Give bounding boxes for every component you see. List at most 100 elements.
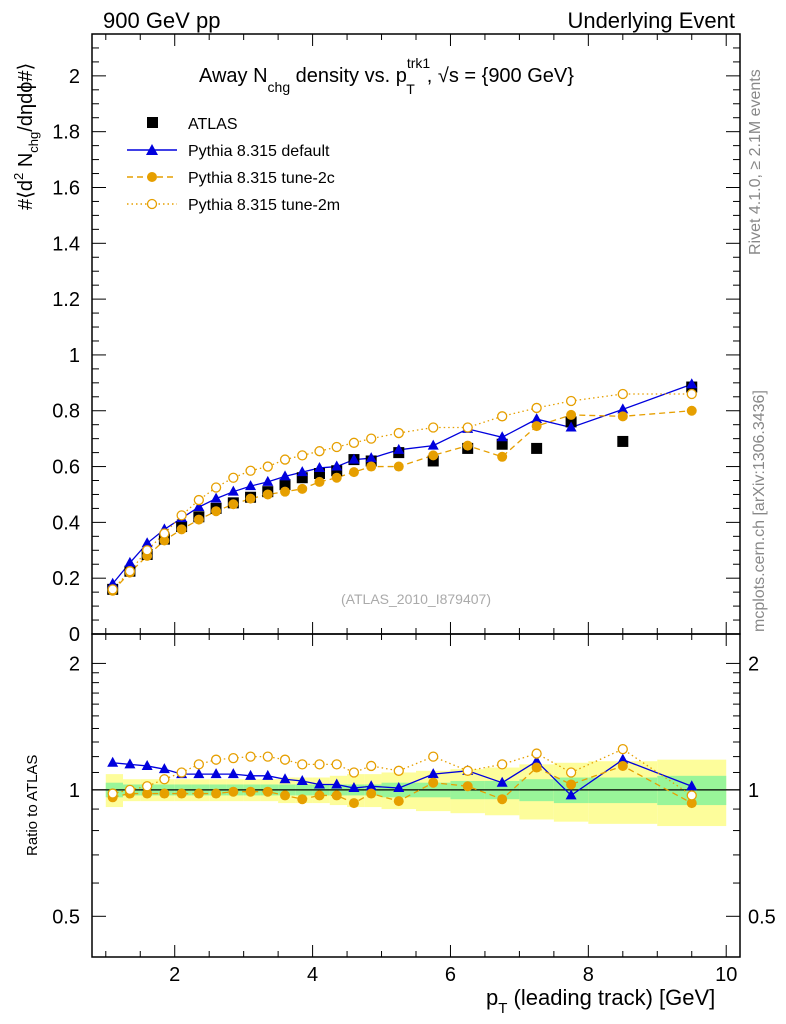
mcplots-label: mcplots.cern.ch [arXiv:1306.3436] [751,390,768,632]
ratio-point-default [296,774,308,785]
ratio-point-tune-2c [686,798,697,809]
point-tune-2m [531,402,542,414]
title-part-2-sub: T [406,81,415,97]
ratio-point-default [393,782,405,793]
x-axis-label: pT (leading track) [GeV] [486,985,715,1017]
point-default [531,413,543,424]
ratio-point-tune-2c [393,796,404,807]
ratio-point-default [686,780,698,791]
rivet-label: Rivet 4.1.0, ≥ 2.1M events [747,69,764,255]
x-tick-label: 4 [307,964,318,986]
point-tune-2m [565,395,577,407]
ratio-point-default [124,758,136,769]
ratio-point-tune-2c [297,794,308,805]
ratio-point-tune-2c [566,779,577,790]
ratio-point-tune-2m [428,751,439,762]
point-default [313,461,325,472]
atlas-data-point [313,468,325,480]
ratio-point-tune-2c [497,794,508,805]
point-default [365,452,377,463]
ratio-point-tune-2m [159,774,170,785]
point-tune-2m [141,545,153,556]
point-tune-2c [280,486,291,497]
ratio-point-tune-2c [314,790,325,801]
y-axis-label: #⟨d2 Nchg/dηdϕ#⟩ [11,63,41,210]
legend-marker-default [146,144,158,155]
ratio-point-tune-2m [193,759,205,770]
ratio-point-tune-2m [617,744,628,755]
ratio-point-tune-2m [107,788,118,799]
legend-label-default: Pythia 8.315 default [188,143,330,160]
ratio-point-tune-2m [686,790,697,801]
point-tune-2m [159,528,170,539]
ratio-point-default [365,780,377,791]
atlas-data-point [331,465,343,477]
ratio-point-default [331,778,343,789]
point-default [496,431,508,442]
point-default [331,460,343,471]
ylabel-part-b-sub: chg [26,132,41,153]
xlabel-part-b: (leading track) [GeV] [507,985,715,1010]
ratio-point-tune-2c [142,788,153,799]
ratio-point-default [262,769,274,780]
point-tune-2m [245,465,256,476]
ratio-point-tune-2m [331,759,342,770]
ratio-line-tune-2c [112,765,693,804]
ratio-y-axis-label: Ratio to ATLAS [24,755,41,856]
atlas-data-point [617,435,629,447]
point-tune-2c [314,476,325,487]
ratio-point-tune-2c [245,786,256,797]
title-part-1: Away N [199,65,268,87]
point-tune-2c [497,451,508,462]
ratio-point-tune-2c [262,786,273,797]
ratio-point-tune-2c [159,788,170,799]
ratio-point-tune-2m [565,767,577,778]
point-tune-2c [228,499,239,510]
point-tune-2c [462,440,473,451]
y-tick-label: 0.2 [52,568,80,590]
y-tick-label: 1 [69,345,80,367]
y-tick-label: 1.4 [52,233,80,255]
ratio-y-tick-label: 1 [69,780,80,802]
point-tune-2m [617,388,628,400]
ratio-point-default [158,763,170,774]
point-tune-2m [686,388,697,400]
ylabel-part-b: N [15,153,37,173]
point-tune-2m [297,450,308,461]
point-tune-2m [348,437,360,448]
y-tick-label: 1.8 [52,122,80,144]
ratio-y-tick-label: 2 [69,653,80,675]
atlas-data-point [531,442,543,454]
point-tune-2m [314,446,325,457]
point-tune-2c [297,483,308,494]
point-default [193,501,205,512]
xlabel-part-a-sub: T [498,1000,507,1017]
x-tick-label: 10 [715,964,737,986]
y-tick-label: 1.2 [52,289,80,311]
point-default [141,537,153,548]
point-tune-2c [262,489,273,500]
atlas-data-point [427,455,439,467]
ratio-point-default [107,756,119,767]
line-tune-2m [112,393,692,590]
analysis-watermark: (ATLAS_2010_I879407) [341,591,491,607]
ratio-point-default [565,789,577,800]
ratio-point-default [227,768,239,779]
ratio-point-tune-2m [262,751,273,762]
ratio-point-tune-2c [280,790,291,801]
ylabel-part-c: /dηdϕ#⟩ [15,63,37,132]
point-tune-2m [124,566,136,577]
point-tune-2m [462,422,473,433]
point-tune-2m [262,461,273,472]
ratio-point-tune-2m [210,754,222,765]
ratio-point-default [193,768,205,779]
ratio-point-tune-2c [176,788,187,799]
xlabel-part-a: p [486,985,498,1010]
ratio-y-tick-label: 0.5 [52,906,80,928]
point-default [565,421,577,432]
x-tick-label: 8 [583,964,594,986]
ratio-point-tune-2m [348,767,360,778]
ratio-point-default [348,782,360,793]
point-tune-2c [245,493,256,504]
y-tick-label: 0.8 [52,401,80,423]
